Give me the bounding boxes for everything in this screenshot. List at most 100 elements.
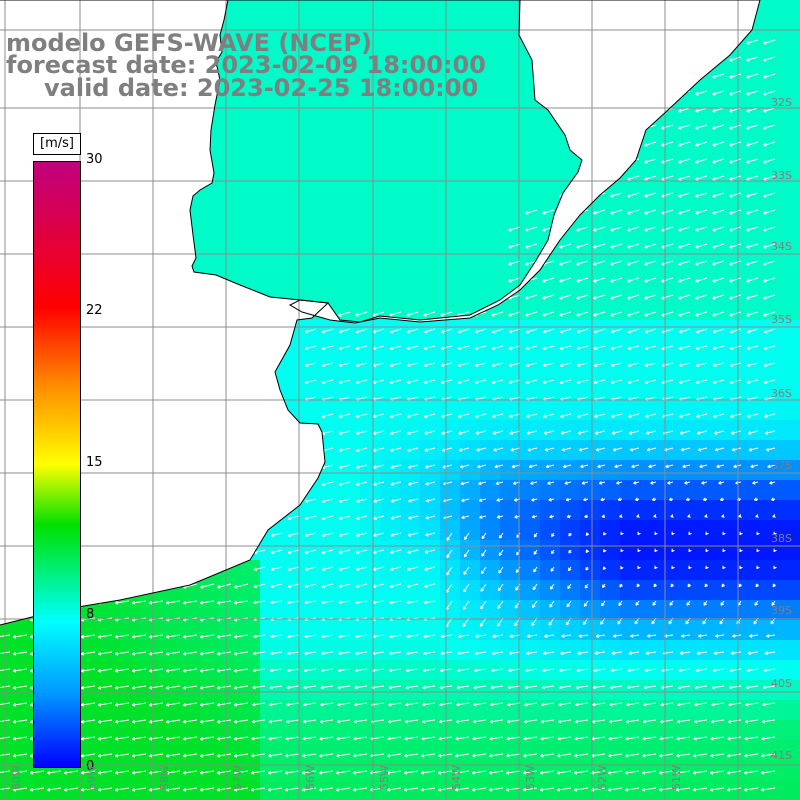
wind-arrow-head [763,111,767,113]
wind-arrow [746,311,759,316]
field-cell [400,240,420,260]
wind-arrow-head [234,587,238,589]
wind-arrow-head [149,721,153,724]
field-cell [780,780,800,800]
field-cell [420,380,440,400]
wind-arrow [576,175,589,180]
wind-arrow-head [627,247,631,249]
field-cell [600,640,620,660]
wind-arrow-head [461,500,465,503]
wind-arrow [749,447,759,451]
field-cell [220,680,240,700]
wind-arrow [763,379,776,384]
wind-arrow-head [407,552,411,554]
field-cell [0,680,20,700]
field-cell [300,640,320,660]
wind-arrow-head [610,230,614,232]
field-cell [620,520,640,540]
wind-arrow-head [576,348,581,351]
wind-arrow [456,702,470,706]
wind-arrow-head [593,264,597,266]
wind-arrow [497,600,504,609]
wind-arrow-head [302,755,306,758]
field-cell [420,200,440,220]
wind-arrow-head [610,213,614,215]
wind-arrow [526,651,538,655]
field-cell [780,680,800,700]
field-cell [560,720,580,740]
field-cell [200,620,220,640]
wind-arrow [678,668,691,672]
wind-arrow-head [458,416,462,418]
wind-arrow [390,481,402,485]
wind-arrow-head [532,605,536,609]
wind-arrow [491,362,504,367]
wind-arrow-head [407,467,412,469]
wind-arrow-head [389,382,394,385]
wind-arrow [321,532,334,537]
field-cell [540,340,560,360]
field-cell [480,260,500,280]
wind-arrow-head [678,348,683,351]
wind-arrow [321,345,334,350]
wind-arrow-head [492,636,496,639]
wind-arrow-head [712,365,717,368]
field-cell [620,360,640,380]
wind-arrow-head [321,552,326,555]
field-cell [640,420,660,440]
wind-arrow-head [355,450,360,452]
wind-arrow-head [695,247,699,249]
wind-arrow-head [729,298,733,300]
wind-arrow-head [645,653,649,655]
wind-arrow [506,736,521,740]
wind-arrow [627,362,640,367]
wind-arrow-head [234,721,238,724]
wind-arrow-head [764,416,768,418]
field-cell [360,120,380,140]
wind-arrow [13,702,28,706]
wind-arrow [627,311,640,316]
field-cell [560,380,580,400]
wind-arrow-head [712,213,716,215]
wind-arrow [496,498,504,502]
field-cell [360,780,380,800]
field-cell [520,780,540,800]
wind-arrow [475,634,487,638]
wind-arrow [645,651,657,654]
wind-arrow [270,481,283,486]
wind-arrow-head [542,315,546,317]
field-cell [380,460,400,480]
field-cell [320,740,340,760]
wind-arrow-head [373,535,377,537]
field-cell [400,80,420,100]
field-cell [480,160,500,180]
wind-arrow [695,311,708,316]
wind-arrow [576,379,589,384]
wind-arrow [457,651,470,655]
wind-arrow [627,158,640,163]
wind-arrow [577,430,589,434]
wind-arrow-head [654,532,658,536]
field-cell [720,580,740,600]
wind-arrow-head [321,382,326,385]
wind-arrow [627,685,640,689]
wind-arrow [472,736,487,740]
field-cell [780,440,800,460]
field-cell [740,640,760,660]
wind-arrow [526,413,538,418]
field-cell [740,720,760,740]
field-cell [460,220,480,240]
wind-arrow-head [355,653,359,656]
field-cell [560,160,580,180]
field-cell [480,660,500,680]
wind-arrow [390,532,402,537]
wind-arrow-head [575,687,580,690]
field-cell [580,220,600,240]
field-cell [140,640,160,660]
field-cell [500,420,520,440]
wind-arrow-head [406,619,410,622]
wind-arrow [81,753,96,757]
field-cell [460,480,480,500]
wind-arrow-head [423,670,427,673]
wind-arrow [132,651,147,655]
